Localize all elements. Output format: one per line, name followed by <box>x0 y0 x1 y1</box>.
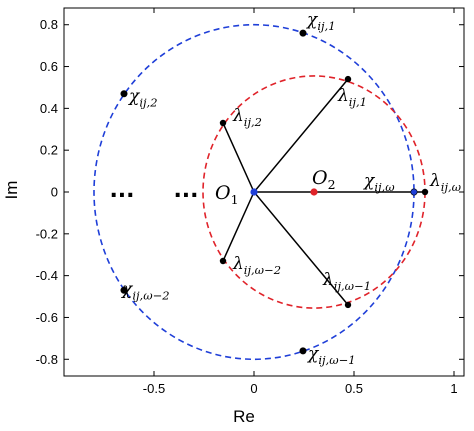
label-chi_ij_omega_minus_2: χij,ω−2 <box>121 279 170 302</box>
label-lambda_ij_omega_minus_2: λij,ω−2 <box>232 254 281 277</box>
ellipsis-left: ... <box>109 178 134 203</box>
label-chi_ij_omega: χij,ω <box>363 171 395 194</box>
line-o1-to-lambda_ij_2 <box>222 122 255 193</box>
x-tick-label: 1 <box>450 381 457 396</box>
point-lambda_ij_1 <box>344 75 352 83</box>
data-points <box>120 29 429 355</box>
label-O1: O1 <box>215 182 239 207</box>
ellipsis-right: ... <box>173 178 198 203</box>
point-chi_ij_omega_minus_2 <box>120 286 128 294</box>
label-chi_ij_2: χij,2 <box>128 87 158 110</box>
y-tick-label: 0.6 <box>40 59 58 74</box>
point-lambda_ij_omega_minus_1 <box>344 301 352 309</box>
point-chi_ij_omega <box>410 188 418 196</box>
point-chi_ij_1 <box>299 29 307 37</box>
label-O2: O2 <box>312 167 336 192</box>
point-lambda_ij_omega <box>421 188 429 196</box>
point-O1 <box>250 188 258 196</box>
y-tick-label: -0.4 <box>36 268 58 283</box>
point-O2 <box>310 188 318 196</box>
label-lambda_ij_2: λij,2 <box>232 106 262 129</box>
label-lambda_ij_omega: λij,ω <box>429 171 462 194</box>
y-axis-label: Im <box>2 181 21 200</box>
x-tick-label: -0.5 <box>143 381 165 396</box>
label-chi_ij_omega_minus_1: χij,ω−1 <box>307 344 356 367</box>
line-o1-to-lambda_ij_1 <box>253 78 349 193</box>
line-o1-to-lambda_ij_omega_minus_1 <box>253 191 349 306</box>
y-tick-label: 0.4 <box>40 101 58 116</box>
y-tick-label: 0.8 <box>40 17 58 32</box>
line-o1-to-lambda_ij_omega_minus_2 <box>222 191 255 262</box>
y-tick-label: 0.2 <box>40 143 58 158</box>
label-lambda_ij_omega_minus_1: λij,ω−1 <box>322 270 371 293</box>
label-chi_ij_1: χij,1 <box>306 10 336 33</box>
point-chi_ij_2 <box>120 90 128 98</box>
axes: -0.5 0 0.5 1 -0.8 -0.6 -0.4 -0.2 0 0.2 0.4 0.6 0.8 <box>36 7 465 396</box>
y-tick-label: 0 <box>51 185 58 200</box>
point-chi_ij_omega_minus_1 <box>299 347 307 355</box>
point-labels: ... ... λij,1 λij,2 λij,ω−2 λij,ω−1 λij,ω χij,1… <box>109 10 461 367</box>
label-lambda_ij_1: λij,1 <box>337 86 367 109</box>
x-tick-label: 0.5 <box>345 381 363 396</box>
x-axis-label: Re <box>233 407 255 426</box>
y-tick-label: -0.8 <box>36 352 58 367</box>
y-tick-label: -0.6 <box>36 310 58 325</box>
point-lambda_ij_omega_minus_2 <box>219 257 227 265</box>
point-lambda_ij_2 <box>219 119 227 127</box>
connector-lines <box>222 78 425 306</box>
x-tick-label: 0 <box>250 381 257 396</box>
y-tick-label: -0.2 <box>36 226 58 241</box>
